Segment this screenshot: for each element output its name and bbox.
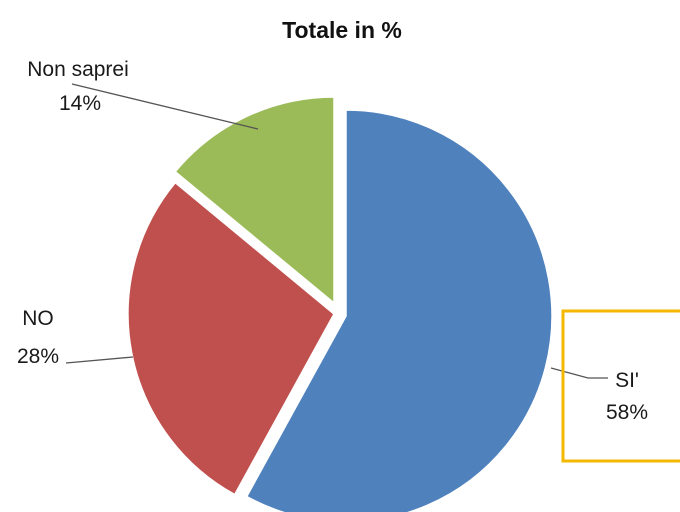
leader-line (65, 356, 134, 364)
category-label: SI' (615, 369, 639, 392)
slice-no (127, 181, 335, 496)
value-label: 58% (606, 401, 648, 424)
highlight-box (561, 309, 680, 463)
leader-line (71, 83, 259, 130)
category-label: NO (22, 307, 54, 330)
data-labels: SI' 58% NO 28% Non saprei 14% (17, 58, 648, 424)
leader-line (550, 367, 608, 379)
category-label: Non saprei (27, 58, 129, 81)
pie-slices (127, 96, 553, 512)
slice-non-saprei (174, 96, 335, 305)
value-label: 14% (59, 92, 101, 115)
slice-si (245, 109, 553, 512)
chart-title: Totale in % (282, 17, 402, 43)
value-label: 28% (17, 345, 59, 368)
